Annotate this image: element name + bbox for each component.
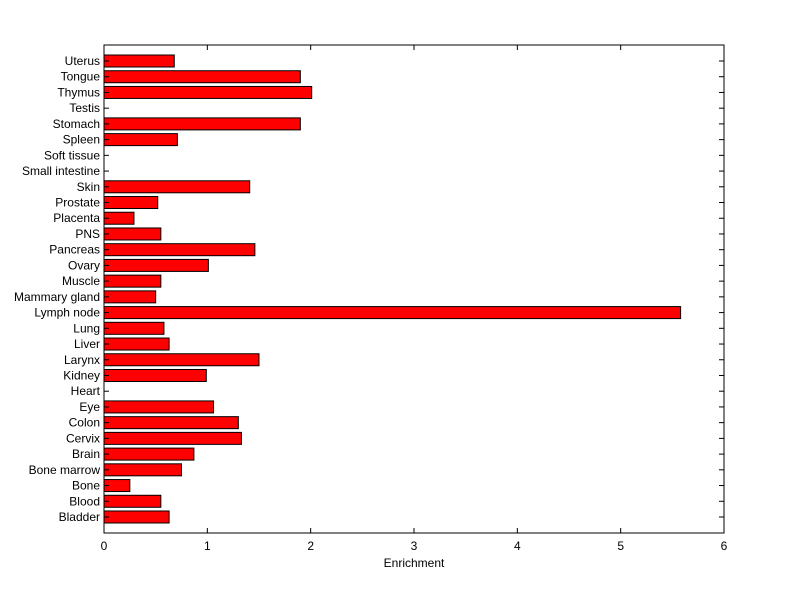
y-tick-label-brain: Brain — [72, 447, 100, 461]
bar-larynx — [103, 353, 260, 367]
bar-tongue — [103, 70, 301, 84]
bar-bone-marrow — [103, 463, 182, 477]
y-tick-label-tongue: Tongue — [61, 70, 101, 84]
y-tick-label-stomach: Stomach — [53, 117, 100, 131]
y-tick-label-spleen: Spleen — [63, 133, 100, 147]
bar-ovary — [103, 258, 209, 272]
bar-stomach — [103, 117, 301, 131]
bar-eye — [103, 400, 215, 414]
y-tick-label-bone: Bone — [72, 479, 100, 493]
y-tick-label-kidney: Kidney — [63, 368, 100, 382]
bar-cervix — [103, 431, 242, 445]
y-tick-label-bladder: Bladder — [59, 510, 100, 524]
plot-frame — [103, 44, 725, 534]
bar-kidney — [103, 368, 207, 382]
y-tick-label-small-intestine: Small intestine — [22, 164, 100, 178]
y-tick-label-liver: Liver — [74, 337, 100, 351]
bar-lymph-node — [103, 306, 682, 320]
bar-prostate — [103, 196, 159, 210]
y-tick-label-cervix: Cervix — [66, 431, 100, 445]
y-tick-label-uterus: Uterus — [65, 54, 100, 68]
bar-pancreas — [103, 243, 256, 257]
bar-mammary-gland — [103, 290, 157, 304]
y-tick-label-heart: Heart — [71, 384, 101, 398]
bar-liver — [103, 337, 170, 351]
x-ticks-group: 0 1 2 3 4 5 6 — [101, 45, 728, 553]
x-tick-label-5: 5 — [617, 539, 624, 553]
x-tick-label-3: 3 — [411, 539, 418, 553]
bar-brain — [103, 447, 195, 461]
y-tick-label-larynx: Larynx — [64, 353, 100, 367]
x-tick-label-4: 4 — [514, 539, 521, 553]
y-tick-label-prostate: Prostate — [55, 196, 100, 210]
y-tick-label-testis: Testis — [69, 101, 100, 115]
y-tick-label-muscle: Muscle — [62, 274, 100, 288]
y-tick-label-lung: Lung — [73, 321, 100, 335]
y-tick-label-blood: Blood — [69, 494, 100, 508]
bar-muscle — [103, 274, 162, 288]
bar-uterus — [103, 54, 175, 68]
y-tick-label-ovary: Ovary — [68, 258, 100, 272]
y-tick-label-skin: Skin — [77, 180, 100, 194]
y-tick-label-bone-marrow: Bone marrow — [29, 463, 101, 477]
x-tick-label-1: 1 — [204, 539, 211, 553]
x-tick-label-2: 2 — [307, 539, 314, 553]
y-tick-label-mammary-gland: Mammary gland — [14, 290, 100, 304]
bar-pns — [103, 227, 162, 241]
y-tick-label-colon: Colon — [69, 416, 100, 430]
bar-skin — [103, 180, 251, 194]
y-tick-label-pns: PNS — [75, 227, 100, 241]
y-tick-label-lymph-node: Lymph node — [34, 306, 100, 320]
y-tick-label-eye: Eye — [79, 400, 100, 414]
y-tick-label-thymus: Thymus — [57, 85, 100, 99]
bars-group — [103, 54, 682, 524]
x-tick-label-6: 6 — [721, 539, 728, 553]
y-tick-label-placenta: Placenta — [53, 211, 100, 225]
bar-colon — [103, 416, 239, 430]
bar-bladder — [103, 510, 170, 524]
x-tick-label-0: 0 — [101, 539, 108, 553]
bar-spleen — [103, 133, 178, 147]
bar-blood — [103, 494, 162, 508]
bar-lung — [103, 321, 165, 335]
y-tick-label-soft-tissue: Soft tissue — [44, 148, 100, 162]
x-axis-label: Enrichment — [384, 556, 445, 570]
y-tick-label-pancreas: Pancreas — [49, 243, 100, 257]
bar-thymus — [103, 85, 313, 99]
